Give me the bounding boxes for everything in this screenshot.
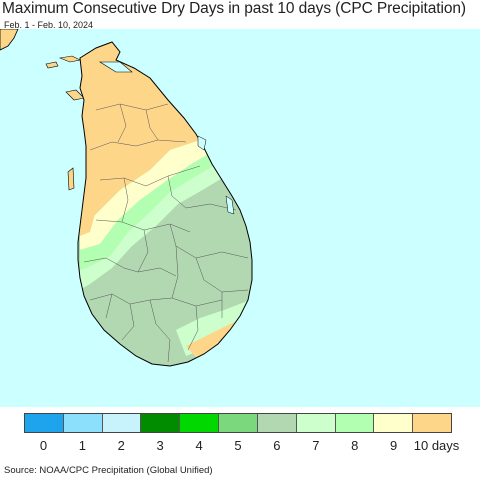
legend-label-0: 0 (39, 438, 48, 453)
legend-label-3: 3 (156, 438, 164, 453)
island (45, 61, 59, 69)
legend-swatch-6 (257, 414, 297, 432)
legend-label-9: 9 (390, 438, 398, 453)
legend-label-7: 7 (312, 438, 320, 453)
map-svg (0, 29, 480, 407)
legend-label-2: 2 (117, 438, 125, 453)
legend-swatch-0 (25, 414, 64, 432)
legend-swatch-9 (374, 414, 414, 432)
legend-label-6: 6 (273, 438, 281, 453)
legend-colorbar (24, 413, 452, 433)
legend-swatch-5 (219, 414, 258, 432)
india-coast (0, 29, 19, 51)
island (67, 167, 75, 191)
legend-swatch-8 (335, 414, 375, 432)
legend-swatch-7 (296, 414, 336, 432)
legend-label-5: 5 (234, 438, 242, 453)
lagoon (197, 135, 207, 151)
map-subtitle: Feb. 1 - Feb. 10, 2024 (4, 20, 94, 30)
lagoon (225, 195, 235, 215)
lagoon (98, 61, 133, 73)
legend-label-1: 1 (78, 438, 86, 453)
legend-label-4: 4 (195, 438, 203, 453)
legend-label-10: 10 days (413, 438, 460, 453)
map-title: Maximum Consecutive Dry Days in past 10 … (2, 0, 466, 17)
legend-swatch-1 (63, 414, 103, 432)
map (0, 29, 480, 407)
legend-label-8: 8 (351, 438, 359, 453)
legend-swatch-4 (180, 414, 220, 432)
legend-swatch-3 (141, 414, 181, 432)
legend-swatch-10 (413, 414, 451, 432)
source-text: Source: NOAA/CPC Precipitation (Global U… (4, 465, 213, 476)
legend-swatch-2 (102, 414, 142, 432)
district-borders (83, 103, 249, 363)
